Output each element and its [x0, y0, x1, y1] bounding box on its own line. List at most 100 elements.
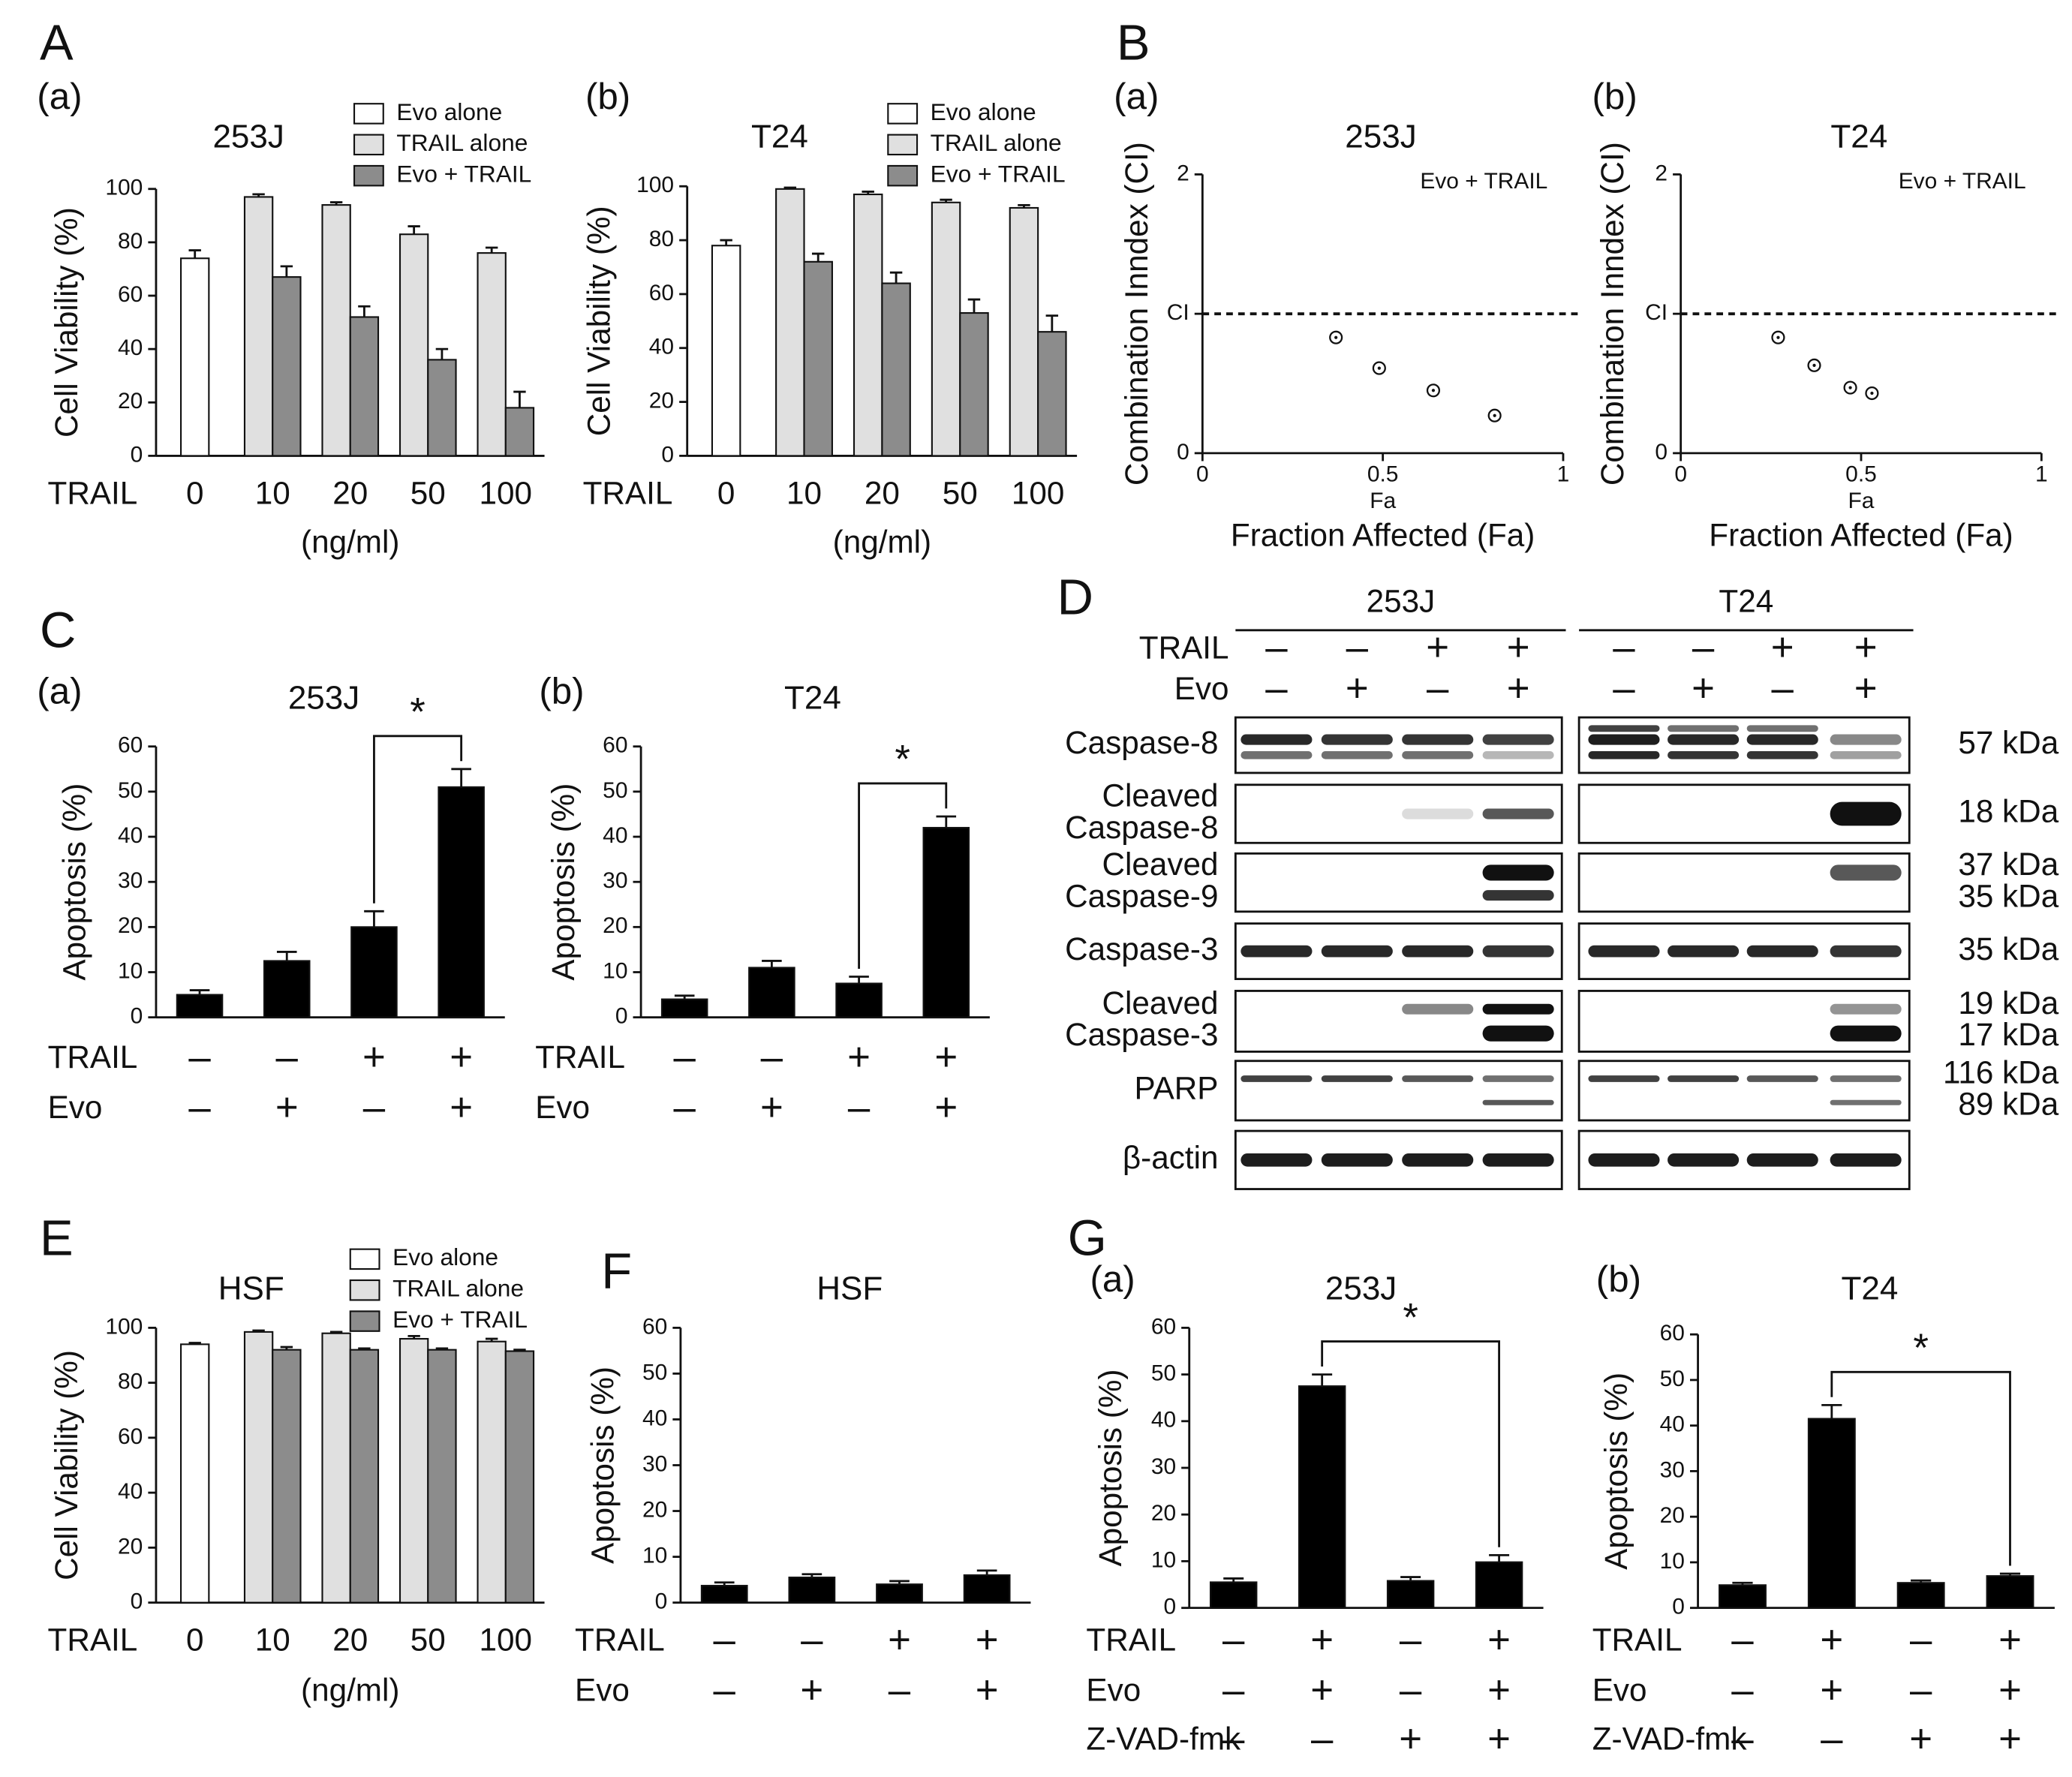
condition-sign: + [1820, 1617, 1843, 1661]
condition-sign: – [1731, 1716, 1754, 1760]
band [1402, 1003, 1474, 1015]
x-tick-label: 50 [410, 475, 446, 510]
band [1402, 945, 1474, 958]
y-tick-label: 60 [118, 733, 143, 758]
protein-name: Caspase-9 [1065, 878, 1218, 913]
chart-title: T24 [784, 680, 841, 717]
y-tick-label: 20 [603, 913, 627, 938]
size-label: 35 kDa [1958, 878, 2058, 913]
error-bar [674, 994, 695, 1000]
panel-sublabel: (b) [585, 76, 630, 117]
treatment-sign: + [1426, 625, 1449, 669]
y-tick-label: 10 [603, 958, 627, 983]
panel-letter: F [601, 1243, 632, 1300]
band [1482, 751, 1554, 759]
condition-sign: + [450, 1035, 473, 1079]
significance-bracket [373, 735, 463, 904]
y-axis-label: Combination Inndex (CI) [1595, 142, 1630, 486]
x-axis-label: Fraction Affected (Fa) [1709, 518, 2013, 553]
bar [504, 1350, 535, 1604]
condition-name: Z-VAD-fmk [1086, 1721, 1241, 1757]
blot-frame [1577, 852, 1911, 913]
panel-sublabel: (b) [1596, 1258, 1641, 1300]
bar [1386, 1580, 1435, 1609]
protein-name: Caspase-8 [1065, 725, 1218, 760]
y-axis-label: Apoptosis (%) [1598, 1373, 1634, 1570]
x-axis-label: (ng/ml) [301, 1672, 399, 1707]
error-bar [364, 910, 384, 928]
chart-title: T24 [1830, 118, 1887, 155]
blot-frame [1234, 1060, 1563, 1122]
y-tick-label: 80 [649, 227, 674, 251]
chart-title: 253J [288, 680, 359, 717]
x-tick-label: 10 [786, 475, 822, 510]
condition-name: Z-VAD-fmk [1592, 1721, 1748, 1757]
band [1830, 1003, 1902, 1015]
band [1402, 734, 1474, 745]
y-axis-label: Combination Inndex (CI) [1119, 142, 1154, 486]
bar [788, 1576, 836, 1604]
bar [321, 204, 351, 457]
condition-sign: – [714, 1667, 736, 1712]
bar [1209, 1581, 1258, 1609]
legend-swatch [887, 164, 919, 187]
x-prefix: TRAIL [48, 475, 138, 510]
bar [176, 994, 224, 1018]
error-bar [849, 976, 869, 984]
y-tick-label: 0 [1672, 1595, 1685, 1619]
error-bar [188, 1342, 201, 1345]
band [1746, 1153, 1818, 1167]
error-bar [435, 347, 449, 360]
condition-sign: – [761, 1035, 783, 1079]
band [1668, 751, 1740, 759]
band [1240, 945, 1313, 958]
condition-sign: + [450, 1085, 473, 1129]
condition-sign: – [1400, 1617, 1422, 1661]
significance-label: * [895, 738, 910, 782]
treatment-sign: + [1346, 666, 1369, 711]
condition-sign: – [673, 1035, 696, 1079]
bar [1807, 1418, 1856, 1609]
blot-frame [1234, 852, 1563, 913]
y-axis-label: Apoptosis (%) [546, 783, 581, 981]
treatment-name: Evo [1174, 671, 1229, 706]
chart-title: 253J [212, 118, 284, 155]
panel-letter: E [40, 1210, 74, 1267]
y-axis-label: Cell Viability (%) [581, 206, 616, 436]
bar [803, 260, 833, 457]
treatment-sign: + [1692, 666, 1715, 711]
condition-name: TRAIL [575, 1622, 665, 1658]
error-bar [1999, 1572, 2021, 1577]
significance-bracket [1830, 1370, 2011, 1566]
protein-name: Caspase-3 [1065, 1017, 1218, 1052]
significance-bracket [858, 782, 948, 969]
condition-sign: + [1998, 1617, 2022, 1661]
condition-sign: – [801, 1617, 823, 1661]
legend-swatch [349, 1248, 380, 1270]
x-prefix: TRAIL [583, 475, 673, 510]
annotation: Evo + TRAIL [1420, 169, 1547, 194]
y-tick-label: 0 [131, 1589, 143, 1614]
legend-swatch [887, 134, 919, 156]
band [1321, 734, 1393, 745]
condition-sign: – [1222, 1716, 1245, 1760]
size-label: 116 kDa [1943, 1054, 2059, 1090]
error-bar [451, 768, 471, 787]
legend-swatch [349, 1310, 380, 1332]
blot-frame [1234, 990, 1563, 1053]
blot-group: T24 [1719, 584, 1773, 619]
panel-letter: A [40, 14, 74, 71]
x-tick-label: 0 [1674, 462, 1687, 487]
x-axis-label: (ng/ml) [301, 525, 399, 560]
x-tick-label: 20 [332, 475, 368, 510]
significance-label: * [1403, 1295, 1418, 1340]
band [1482, 1025, 1554, 1042]
y-tick-label: 100 [105, 1314, 143, 1339]
y-tick-label: 0 [615, 1004, 628, 1029]
bar [1719, 1584, 1767, 1609]
error-bar [513, 1349, 526, 1352]
band [1588, 945, 1660, 958]
error-bar [188, 249, 201, 259]
bar [243, 1330, 274, 1604]
